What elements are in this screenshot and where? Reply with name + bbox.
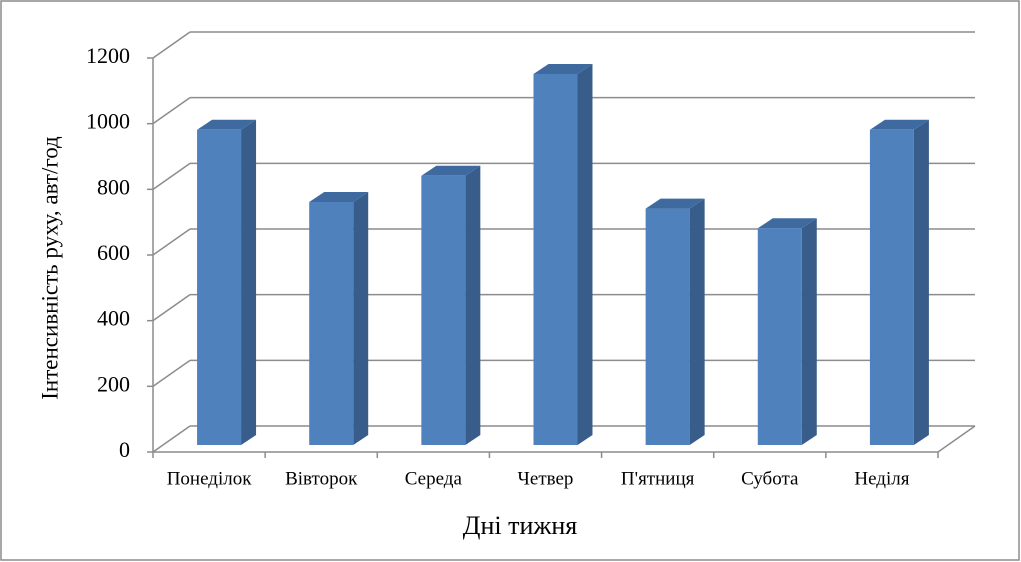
- bar-top: [869, 119, 929, 130]
- grid-line-side: [152, 359, 191, 387]
- bar-side: [689, 198, 705, 445]
- x-tick-label: П'ятниця: [621, 468, 695, 489]
- bar: [421, 175, 466, 445]
- y-tick-label: 0: [119, 437, 130, 462]
- grid-line-side: [152, 425, 191, 453]
- y-tick-label: 1000: [86, 109, 130, 134]
- bar-top: [757, 218, 817, 229]
- bar-side: [577, 63, 593, 445]
- bar-side: [801, 218, 817, 445]
- y-tick-label: 400: [97, 306, 130, 331]
- bar: [645, 208, 690, 445]
- bar-top: [421, 165, 481, 176]
- x-tick-label: Середа: [405, 468, 463, 489]
- bar-top: [533, 63, 593, 74]
- x-tick-label: Понеділок: [167, 468, 252, 489]
- y-axis-title: Інтенсивність руху, авт/год: [37, 136, 62, 400]
- grid-line-side: [152, 97, 191, 125]
- y-tick-label: 800: [97, 174, 130, 199]
- floor-edge: [937, 425, 976, 453]
- x-tick-label: Субота: [741, 468, 799, 489]
- x-tick-label: Неділя: [854, 468, 909, 489]
- y-tick-label: 600: [97, 240, 130, 265]
- grid-line-side: [152, 228, 191, 256]
- bar-top: [197, 119, 257, 130]
- grid-line-side: [152, 294, 191, 322]
- y-tick-label: 1200: [86, 43, 130, 68]
- bar-top: [645, 198, 705, 209]
- bar-side: [353, 192, 369, 445]
- x-tick-label: Вівторок: [285, 468, 358, 489]
- x-tick-label: Четвер: [518, 468, 574, 489]
- bar: [197, 129, 242, 445]
- x-axis-title: Дні тижня: [463, 511, 578, 540]
- bar-top: [309, 192, 369, 203]
- bar: [533, 73, 578, 445]
- bar: [869, 129, 914, 445]
- bar: [309, 202, 354, 445]
- grid-line-side: [152, 31, 191, 59]
- bar: [757, 228, 802, 445]
- grid-line-side: [152, 162, 191, 190]
- bar-side: [913, 119, 929, 445]
- bar-side: [465, 165, 481, 445]
- y-tick-label: 200: [97, 371, 130, 396]
- bar-side: [241, 119, 257, 445]
